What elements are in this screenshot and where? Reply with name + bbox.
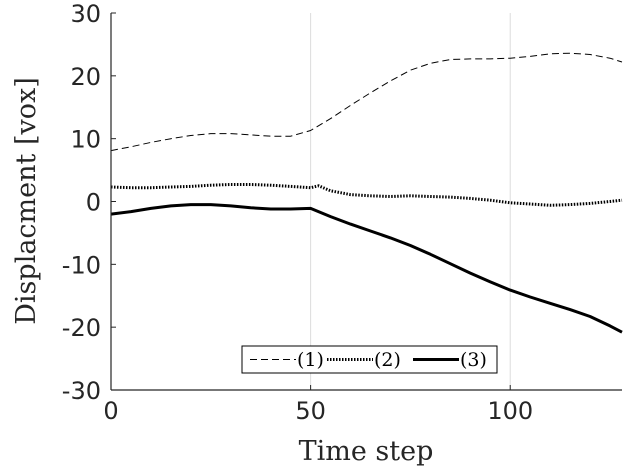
y-axis-label: Displacment [vox] [11,77,42,324]
x-tick-label: 0 [103,397,118,425]
series-line-1 [110,52,623,152]
series-layer [110,52,623,334]
x-axis-label: Time step [299,436,434,467]
series-line-3 [110,203,623,334]
y-tick-label: 10 [70,126,101,154]
y-tick-label: 20 [70,63,101,91]
x-tick-label: 100 [487,397,533,425]
y-tick-label: 0 [86,189,101,217]
y-tick-label: -20 [62,314,101,342]
legend-label-1: (1) [297,349,324,371]
x-tick-label: 50 [295,397,326,425]
plot-area [111,13,622,390]
tick-label-layer: -30 -20 -10 0 10 20 30 0 50 100 [62,0,533,425]
legend-label-2: (2) [374,349,401,371]
y-tick-label: -10 [62,251,101,279]
legend-label-3: (3) [460,349,487,371]
legend: (1) (2) (3) [241,345,498,374]
y-tick-label: -30 [62,377,101,405]
grid-layer [310,13,511,390]
y-tick-label: 30 [70,0,101,28]
axis-layer [110,12,622,391]
